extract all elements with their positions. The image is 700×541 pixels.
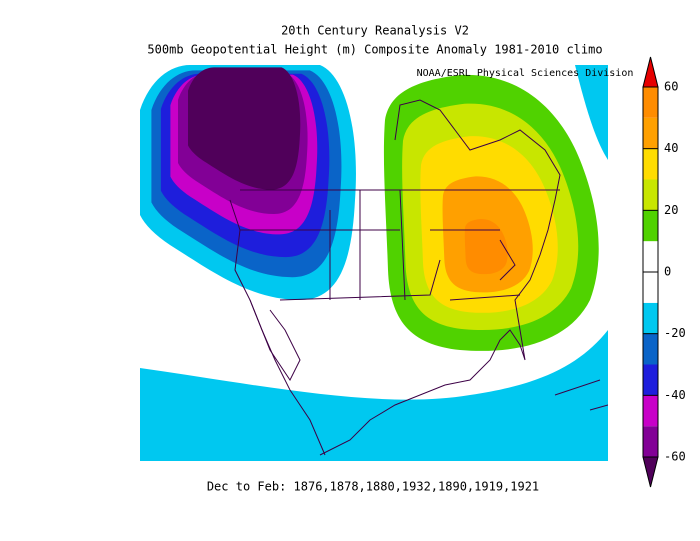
credit: NOAA/ESRL Physical Sciences Division (417, 68, 634, 79)
colorbar-segment (643, 426, 658, 457)
colorbar-tick-label: 20 (664, 203, 678, 217)
colorbar-segment (643, 241, 658, 272)
map (140, 65, 608, 461)
colorbar-segment (643, 395, 658, 427)
colorbar-segment (643, 148, 658, 180)
colorbar-segment (643, 210, 658, 242)
colorbar-tick-label: 60 (664, 80, 678, 94)
colorbar-segment (643, 302, 658, 334)
colorbar-segment (643, 272, 658, 303)
colorbar-segment (643, 87, 658, 118)
colorbar-tick-label: -40 (664, 388, 686, 402)
footer: Dec to Feb: 1876,1878,1880,1932,1890,191… (207, 480, 539, 494)
colorbar: 60 40 20 0 -20 -40 -60 (642, 56, 686, 488)
colorbar-arrow (642, 56, 659, 88)
colorbar-tick-label: -60 (664, 450, 686, 464)
title: 20th Century Reanalysis V2 (281, 24, 469, 38)
subtitle: 500mb Geopotential Height (m) Composite … (147, 43, 602, 57)
colorbar-arrow (642, 456, 659, 488)
colorbar-tick-label: 0 (664, 265, 671, 279)
colorbar-tick-label: 40 (664, 141, 678, 155)
colorbar-segment (643, 364, 658, 396)
colorbar-segment (643, 179, 658, 211)
colorbar-segment (643, 333, 658, 365)
colorbar-tick-label: -20 (664, 326, 686, 340)
colorbar-segment (643, 117, 658, 149)
